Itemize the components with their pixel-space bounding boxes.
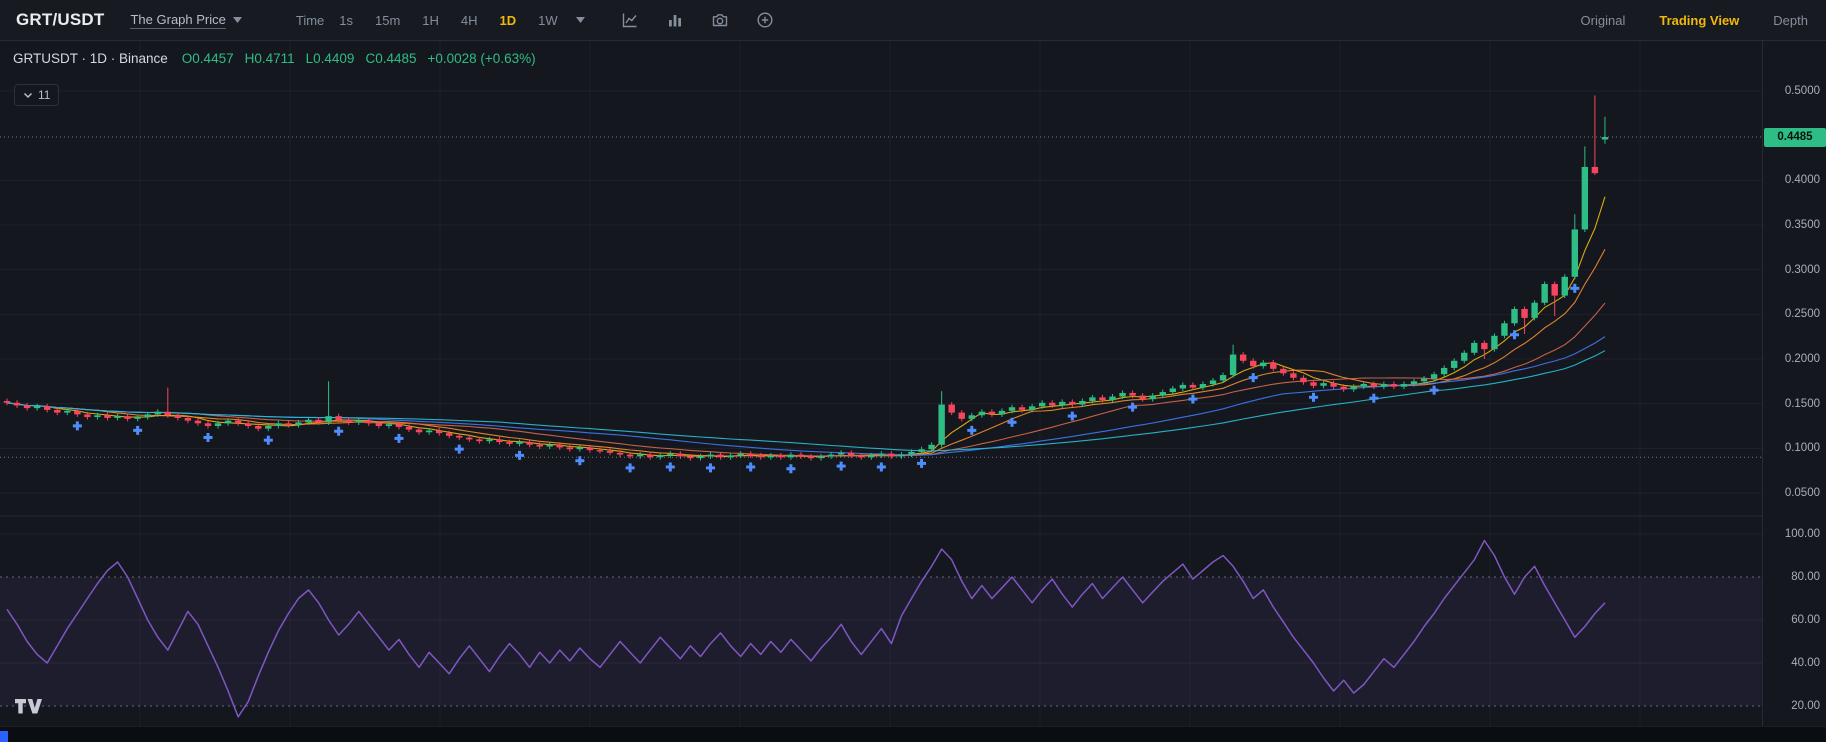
price-axis-label: 0.2000	[1784, 352, 1820, 365]
price-axis-label: 0.2500	[1784, 308, 1820, 321]
price-axis-label: 0.3000	[1784, 263, 1820, 276]
price-axis-label: 0.3500	[1784, 218, 1820, 231]
rsi-axis-label: 60.00	[1791, 614, 1820, 626]
rsi-band	[0, 533, 1762, 707]
interval-15m[interactable]: 15m	[375, 12, 401, 28]
symbol-subtitle-dropdown[interactable]: The Graph Price	[130, 11, 242, 29]
plus-circle-icon[interactable]	[756, 11, 774, 29]
rsi-axis-label: 100.00	[1784, 528, 1820, 540]
interval-1h[interactable]: 1H	[422, 12, 439, 28]
candles	[3, 95, 1609, 461]
trade-markers	[72, 283, 1580, 474]
chart-toolbar: GRT/USDT The Graph Price Time 1s 15m 1H 4H 1…	[0, 0, 1826, 41]
bar-chart-icon[interactable]	[666, 11, 684, 29]
interval-1s[interactable]: 1s	[339, 12, 353, 28]
indicator-count: 11	[38, 88, 51, 102]
legend-ohlc-part: L0.4409	[305, 51, 355, 66]
subtitle-label[interactable]: The Graph Price	[130, 11, 226, 29]
chart-legend: GRTUSDT · 1D · Binance O0.4457 H0.4711 L0.…	[13, 51, 547, 66]
price-axis-label: 0.4000	[1784, 174, 1820, 187]
time-label: Time	[295, 12, 325, 28]
rsi-axis-label: 40.00	[1791, 657, 1820, 669]
camera-icon[interactable]	[711, 11, 729, 29]
legend-ohlc-part: H0.4711	[244, 51, 295, 66]
legend-ohlc-part: +0.0028 (+0.63%)	[427, 51, 536, 66]
legend-series: GRTUSDT · 1D · Binance	[13, 51, 168, 66]
legend-ohlc-part: O0.4457	[181, 51, 234, 66]
interval-1d[interactable]: 1D	[499, 12, 517, 28]
time-axis[interactable]	[0, 726, 1826, 742]
price-axis-label: 0.5000	[1784, 85, 1820, 97]
rsi-axis-label: 20.00	[1791, 700, 1820, 712]
chart-mode-tabs: Original Trading View Depth	[1581, 13, 1810, 28]
price-axis-label: 0.0500	[1784, 486, 1820, 499]
rsi-line	[6, 539, 1606, 718]
price-chart-canvas[interactable]	[0, 0, 1762, 742]
chevron-down-icon	[23, 92, 33, 98]
price-axis-label: 0.1000	[1784, 442, 1820, 455]
chevron-down-icon	[575, 17, 585, 23]
price-axis[interactable]: 0.4485 0.5000 0.4000 0.3500 0.3000 0.2500 0.2…	[1762, 41, 1826, 742]
tradingview-logo[interactable]	[14, 698, 44, 716]
symbol-title: GRT/USDT	[16, 10, 105, 29]
more-intervals-dropdown[interactable]	[575, 17, 585, 23]
interval-1w[interactable]: 1W	[538, 12, 558, 28]
price-axis-label: 0.1500	[1784, 397, 1820, 410]
tab-trading-view[interactable]: Trading View	[1659, 12, 1740, 28]
indicators-collapse-chip[interactable]: 11	[14, 84, 60, 106]
chevron-down-icon	[232, 17, 242, 23]
tab-depth[interactable]: Depth	[1773, 12, 1808, 28]
dotted-levels	[0, 136, 1762, 458]
line-chart-icon[interactable]	[621, 11, 639, 29]
interval-group: 1s 15m 1H 4H 1D 1W	[328, 13, 568, 28]
tab-original[interactable]: Original	[1580, 12, 1626, 28]
ma-lines	[6, 196, 1606, 458]
toolbar-icon-group	[621, 11, 774, 29]
legend-ohlc: O0.4457 H0.4711 L0.4409 C0.4485 +0.0028 (+0.…	[182, 51, 547, 66]
legend-ohlc-part: C0.4485	[365, 51, 417, 66]
gridlines	[0, 90, 1762, 494]
last-price-tag: 0.4485	[1764, 127, 1826, 147]
rsi-axis-label: 80.00	[1791, 571, 1820, 583]
interval-4h[interactable]: 4H	[460, 12, 478, 28]
timeline-accent	[0, 731, 8, 742]
